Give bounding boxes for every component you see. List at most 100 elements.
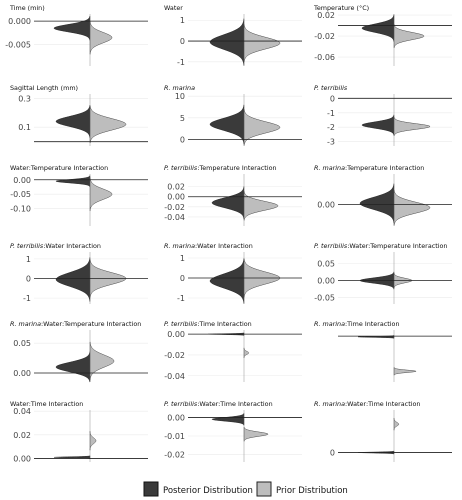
y-tick-label: 5 — [180, 114, 185, 123]
y-tick-label: -2 — [327, 123, 335, 132]
posterior-half-violin — [55, 105, 91, 138]
y-tick-label: 1 — [180, 16, 185, 25]
prior-half-violin — [89, 105, 127, 144]
panel-18: R. marina:Water:Time Interaction 0 — [314, 400, 452, 462]
y-tick-label: 0.00 — [317, 277, 335, 286]
y-tick-label: -1 — [177, 58, 185, 67]
panel-11: R. marina:Water Interaction 1 0 -1 — [164, 242, 302, 304]
panel-17: P. terribilis:Water:Time Interaction 0.00… — [164, 400, 302, 462]
panel-title-species: P. terribilis — [164, 400, 198, 408]
panel-9: R. marina:Temperature Interaction 0.00 — [314, 164, 452, 226]
y-tick-label: 0.02 — [317, 11, 335, 20]
panel-title: P. terribilis:Water Interaction — [10, 242, 101, 250]
posterior-half-violin — [211, 186, 245, 220]
panel-title-term: :Time Interaction — [345, 320, 400, 328]
panel-title: Time (min) — [9, 4, 45, 12]
y-tick-label: -0.02 — [164, 203, 185, 212]
panel-title-species: P. terribilis — [10, 242, 44, 250]
y-tick-label: 0.000 — [8, 17, 31, 26]
prior-half-violin — [243, 426, 269, 442]
panel-6: P. terribilis 0 -1 -2 -3 — [314, 84, 452, 147]
posterior-half-violin — [53, 15, 91, 41]
panel-title-term: :Temperature Interaction — [345, 164, 424, 172]
prior-half-violin — [89, 177, 113, 212]
y-tick-label: 10 — [175, 92, 185, 101]
y-tick-label: -0.02 — [164, 351, 185, 360]
panel-title: Water — [164, 4, 183, 12]
posterior-half-violin — [55, 351, 91, 383]
panel-title-term: Time (min) — [9, 4, 45, 12]
panel-title: P. terribilis:Temperature Interaction — [164, 164, 277, 172]
y-tick-label: 0.00 — [167, 330, 185, 339]
posterior-half-violin — [209, 18, 245, 66]
y-tick-label: -0.10 — [10, 205, 31, 214]
y-tick-label: 0 — [26, 274, 31, 283]
y-tick-label: 0.1 — [18, 123, 31, 132]
y-tick-label: 0.00 — [13, 369, 31, 378]
panel-title-term: Sagittal Length (mm) — [10, 84, 78, 92]
y-tick-label: -0.005 — [5, 41, 31, 50]
panel-title-species: P. terribilis — [164, 320, 198, 328]
prior-half-violin — [89, 341, 115, 381]
panel-title-term: :Temperature Interaction — [197, 164, 276, 172]
panel-title-term: :Water:Temperature Interaction — [41, 320, 141, 328]
y-tick-label: 0.05 — [317, 260, 335, 269]
prior-half-violin — [393, 417, 400, 431]
y-tick-label: 0.00 — [13, 176, 31, 185]
panel-10: P. terribilis:Water Interaction 1 0 -1 — [10, 242, 148, 304]
prior-half-violin — [243, 24, 281, 62]
legend-posterior-label: Posterior Distribution — [163, 486, 253, 496]
y-tick-label: 0.05 — [13, 339, 31, 348]
prior-half-violin — [393, 24, 425, 49]
prior-half-violin — [243, 347, 250, 359]
panel-title: R. marina:Water:Temperature Interaction — [10, 320, 141, 328]
panel-title: R. marina:Time Interaction — [314, 320, 400, 328]
prior-half-violin — [243, 191, 279, 221]
panel-title-term: :Water Interaction — [43, 242, 101, 250]
posterior-half-violin — [361, 114, 395, 136]
posterior-half-violin — [55, 175, 91, 187]
panel-12: P. terribilis:Water:Temperature Interact… — [314, 242, 452, 304]
y-tick-label: -0.06 — [314, 53, 335, 62]
panel-13: R. marina:Water:Temperature Interaction 0… — [10, 320, 148, 383]
panel-title-species: R. marina — [10, 320, 41, 328]
panel-title-term: Temperature (°C) — [313, 4, 369, 12]
panel-title: R. marina:Temperature Interaction — [314, 164, 424, 172]
panel-title: Water:Temperature Interaction — [10, 164, 108, 172]
panel-7: Water:Temperature Interaction 0.00 -0.05 -0… — [10, 164, 148, 226]
y-tick-label: 0.3 — [18, 94, 31, 103]
prior-half-violin — [393, 189, 431, 226]
panel-title-term: Water — [164, 4, 183, 12]
panel-3: Temperature (°C)0.02 -0.02 -0.06 — [313, 4, 452, 66]
y-tick-label: 0.02 — [13, 431, 31, 440]
prior-half-violin — [393, 117, 431, 136]
panel-title: P. terribilis:Time Interaction — [164, 320, 252, 328]
y-tick-label: 0 — [330, 449, 335, 458]
posterior-half-violin — [211, 413, 245, 426]
y-tick-label: 1 — [180, 254, 185, 263]
panel-title-term: Water:Time Interaction — [10, 400, 83, 408]
panel-title: R. marina:Water Interaction — [164, 242, 253, 250]
prior-half-violin — [243, 109, 281, 146]
panel-4: Sagittal Length (mm) 0.3 0.1 — [10, 84, 148, 146]
prior-half-violin — [393, 367, 417, 376]
y-tick-label: -1 — [177, 294, 185, 303]
panel-15: R. marina:Time Interaction — [314, 320, 452, 382]
panel-title-species: P. terribilis — [164, 164, 198, 172]
panel-title: R. marina — [164, 84, 195, 92]
posterior-half-violin — [361, 14, 395, 42]
prior-half-violin — [89, 431, 97, 451]
panel-grid: Time (min)0.000-0.005Water10-1Temperatur… — [5, 4, 452, 463]
y-tick-label: 0.00 — [13, 454, 31, 463]
y-tick-label: 0.04 — [13, 407, 31, 416]
prior-half-violin — [89, 20, 113, 55]
y-tick-label: 0.00 — [317, 201, 335, 210]
panel-title-species: R. marina — [164, 84, 195, 92]
y-tick-label: 0.00 — [167, 413, 185, 422]
y-tick-label: -0.02 — [314, 32, 335, 41]
legend-posterior-key — [143, 481, 159, 497]
panel-title-term: :Water:Temperature Interaction — [347, 242, 447, 250]
